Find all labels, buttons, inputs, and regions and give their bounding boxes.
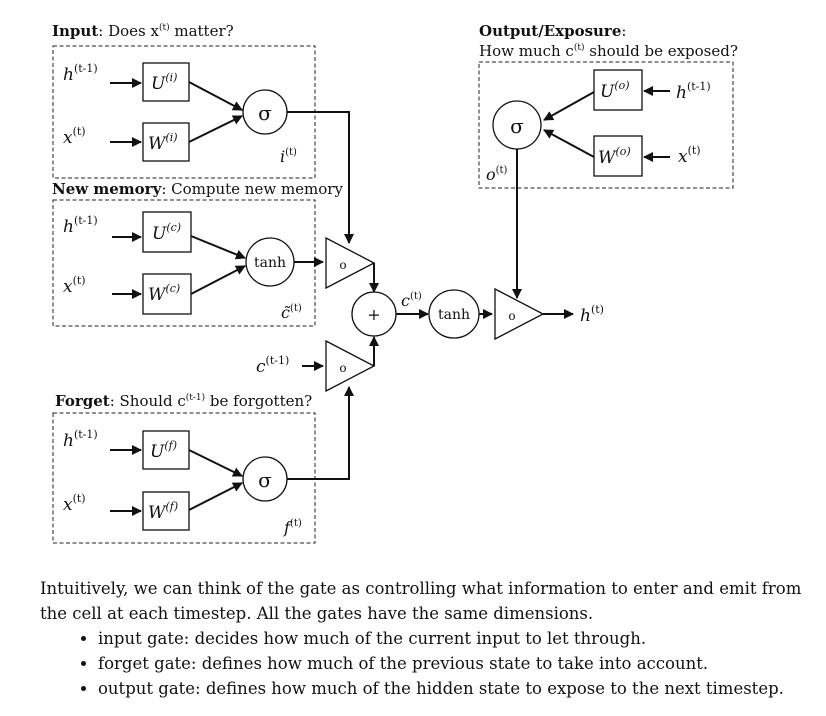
- memory-out-label: c̃(t): [281, 303, 302, 322]
- caption: Intuitively, we can think of the gate as…: [40, 576, 820, 701]
- lstm-diagram: Input: Does x(t) matter? h(t-1) U(i) x(t…: [52, 22, 738, 544]
- output-gate-section: Output/Exposure: How much c(t) should be…: [478, 22, 738, 189]
- output-sigma-label: σ: [510, 114, 524, 138]
- memory-w-label: W(c): [148, 282, 180, 305]
- input-h-label: h(t-1): [63, 62, 98, 85]
- caption-paragraph: Intuitively, we can think of the gate as…: [40, 579, 802, 623]
- forget-gate-section: Forget: Should c(t-1) be forgotten? h(t-…: [52, 392, 316, 544]
- upper-hadamard-symbol: o: [339, 258, 346, 272]
- output-x-label: x(t): [678, 144, 701, 167]
- input-out-label: i(t): [280, 147, 297, 166]
- hidden-state-label: h(t): [580, 303, 604, 326]
- input-u-label: U(i): [151, 71, 177, 94]
- input-sigma-label: σ: [258, 101, 272, 125]
- plus-symbol: +: [367, 305, 380, 324]
- caption-bullet-input-gate: input gate: decides how much of the curr…: [98, 626, 820, 651]
- prev-cell-state-label: c(t-1): [256, 354, 289, 377]
- memory-w-box: [142, 273, 192, 315]
- forget-x-label: x(t): [63, 492, 86, 515]
- wire-i-to-hadamard: [287, 111, 354, 244]
- output-w-box: [593, 135, 643, 177]
- caption-bullet-forget-gate: forget gate: defines how much of the pre…: [98, 651, 820, 676]
- caption-bullet-list: input gate: decides how much of the curr…: [40, 626, 820, 701]
- output-u-label: U(o): [600, 79, 630, 102]
- upper-hadamard-gate: [325, 236, 376, 290]
- input-x-label: x(t): [63, 125, 86, 148]
- caption-bullet-output-gate: output gate: defines how much of the hid…: [98, 676, 820, 701]
- output-hadamard-symbol: o: [508, 309, 515, 323]
- lower-hadamard-gate: [325, 339, 376, 393]
- output-section-subtitle: How much c(t) should be exposed?: [479, 42, 738, 60]
- forget-out-label: f(t): [283, 518, 302, 537]
- forget-w-box: [142, 491, 190, 531]
- forget-sigma-label: σ: [258, 468, 272, 492]
- output-w-to-sigma: [543, 129, 595, 158]
- output-h-label: h(t-1): [676, 80, 711, 103]
- memory-h-label: h(t-1): [63, 214, 98, 237]
- input-w-label: W(i): [148, 131, 178, 154]
- input-u-to-sigma: [188, 81, 243, 111]
- memory-section-title: New memory: Compute new memory: [52, 180, 343, 198]
- forget-w-label: W(f): [148, 500, 178, 523]
- forget-u-to-sigma: [188, 449, 243, 477]
- output-section-title: Output/Exposure:: [479, 22, 626, 40]
- forget-u-box: [142, 430, 190, 470]
- forget-h-label: h(t-1): [63, 428, 98, 451]
- memory-tanh-label: tanh: [254, 255, 286, 271]
- cell-tanh-label: tanh: [438, 307, 470, 323]
- forget-w-to-sigma: [188, 482, 243, 511]
- output-section-box: [478, 61, 734, 189]
- new-memory-section: New memory: Compute new memory h(t-1) U(…: [52, 180, 343, 327]
- input-gate-section: Input: Does x(t) matter? h(t-1) U(i) x(t…: [52, 22, 316, 179]
- cell-state-label: c(t): [401, 291, 422, 310]
- memory-u-box: [142, 211, 192, 253]
- lower-hadamard-symbol: o: [339, 361, 346, 375]
- forget-u-label: U(f): [150, 439, 177, 462]
- memory-x-label: x(t): [63, 274, 86, 297]
- memory-w-to-tanh: [190, 265, 246, 295]
- input-w-to-sigma: [188, 115, 243, 143]
- input-w-box: [142, 122, 190, 162]
- input-section-title: Input: Does x(t) matter?: [52, 22, 234, 40]
- output-hadamard-gate: [494, 287, 545, 341]
- cell-core: o + c(t-1) o c(t) tanh o h(t): [256, 111, 604, 480]
- output-w-label: W(o): [598, 145, 631, 168]
- output-u-to-sigma: [543, 91, 595, 121]
- output-u-box: [593, 69, 643, 111]
- wire-f-to-hadamard: [287, 386, 354, 480]
- output-out-label: o(t): [486, 165, 508, 184]
- memory-u-to-tanh: [190, 235, 246, 260]
- forget-section-title: Forget: Should c(t-1) be forgotten?: [55, 392, 312, 410]
- memory-u-label: U(c): [152, 221, 181, 244]
